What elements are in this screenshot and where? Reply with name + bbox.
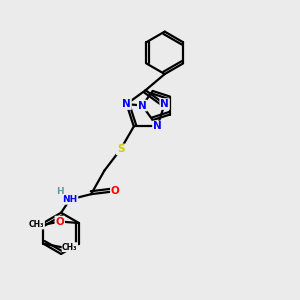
Text: N: N (153, 122, 162, 131)
Text: N: N (122, 99, 131, 109)
Text: H: H (56, 187, 63, 196)
Text: NH: NH (62, 195, 77, 204)
Text: N: N (138, 100, 146, 110)
Text: S: S (117, 144, 124, 154)
Text: O: O (56, 217, 64, 226)
Text: CH₃: CH₃ (29, 220, 44, 229)
Text: N: N (160, 99, 169, 109)
Text: CH₃: CH₃ (62, 243, 78, 252)
Text: O: O (111, 186, 120, 196)
